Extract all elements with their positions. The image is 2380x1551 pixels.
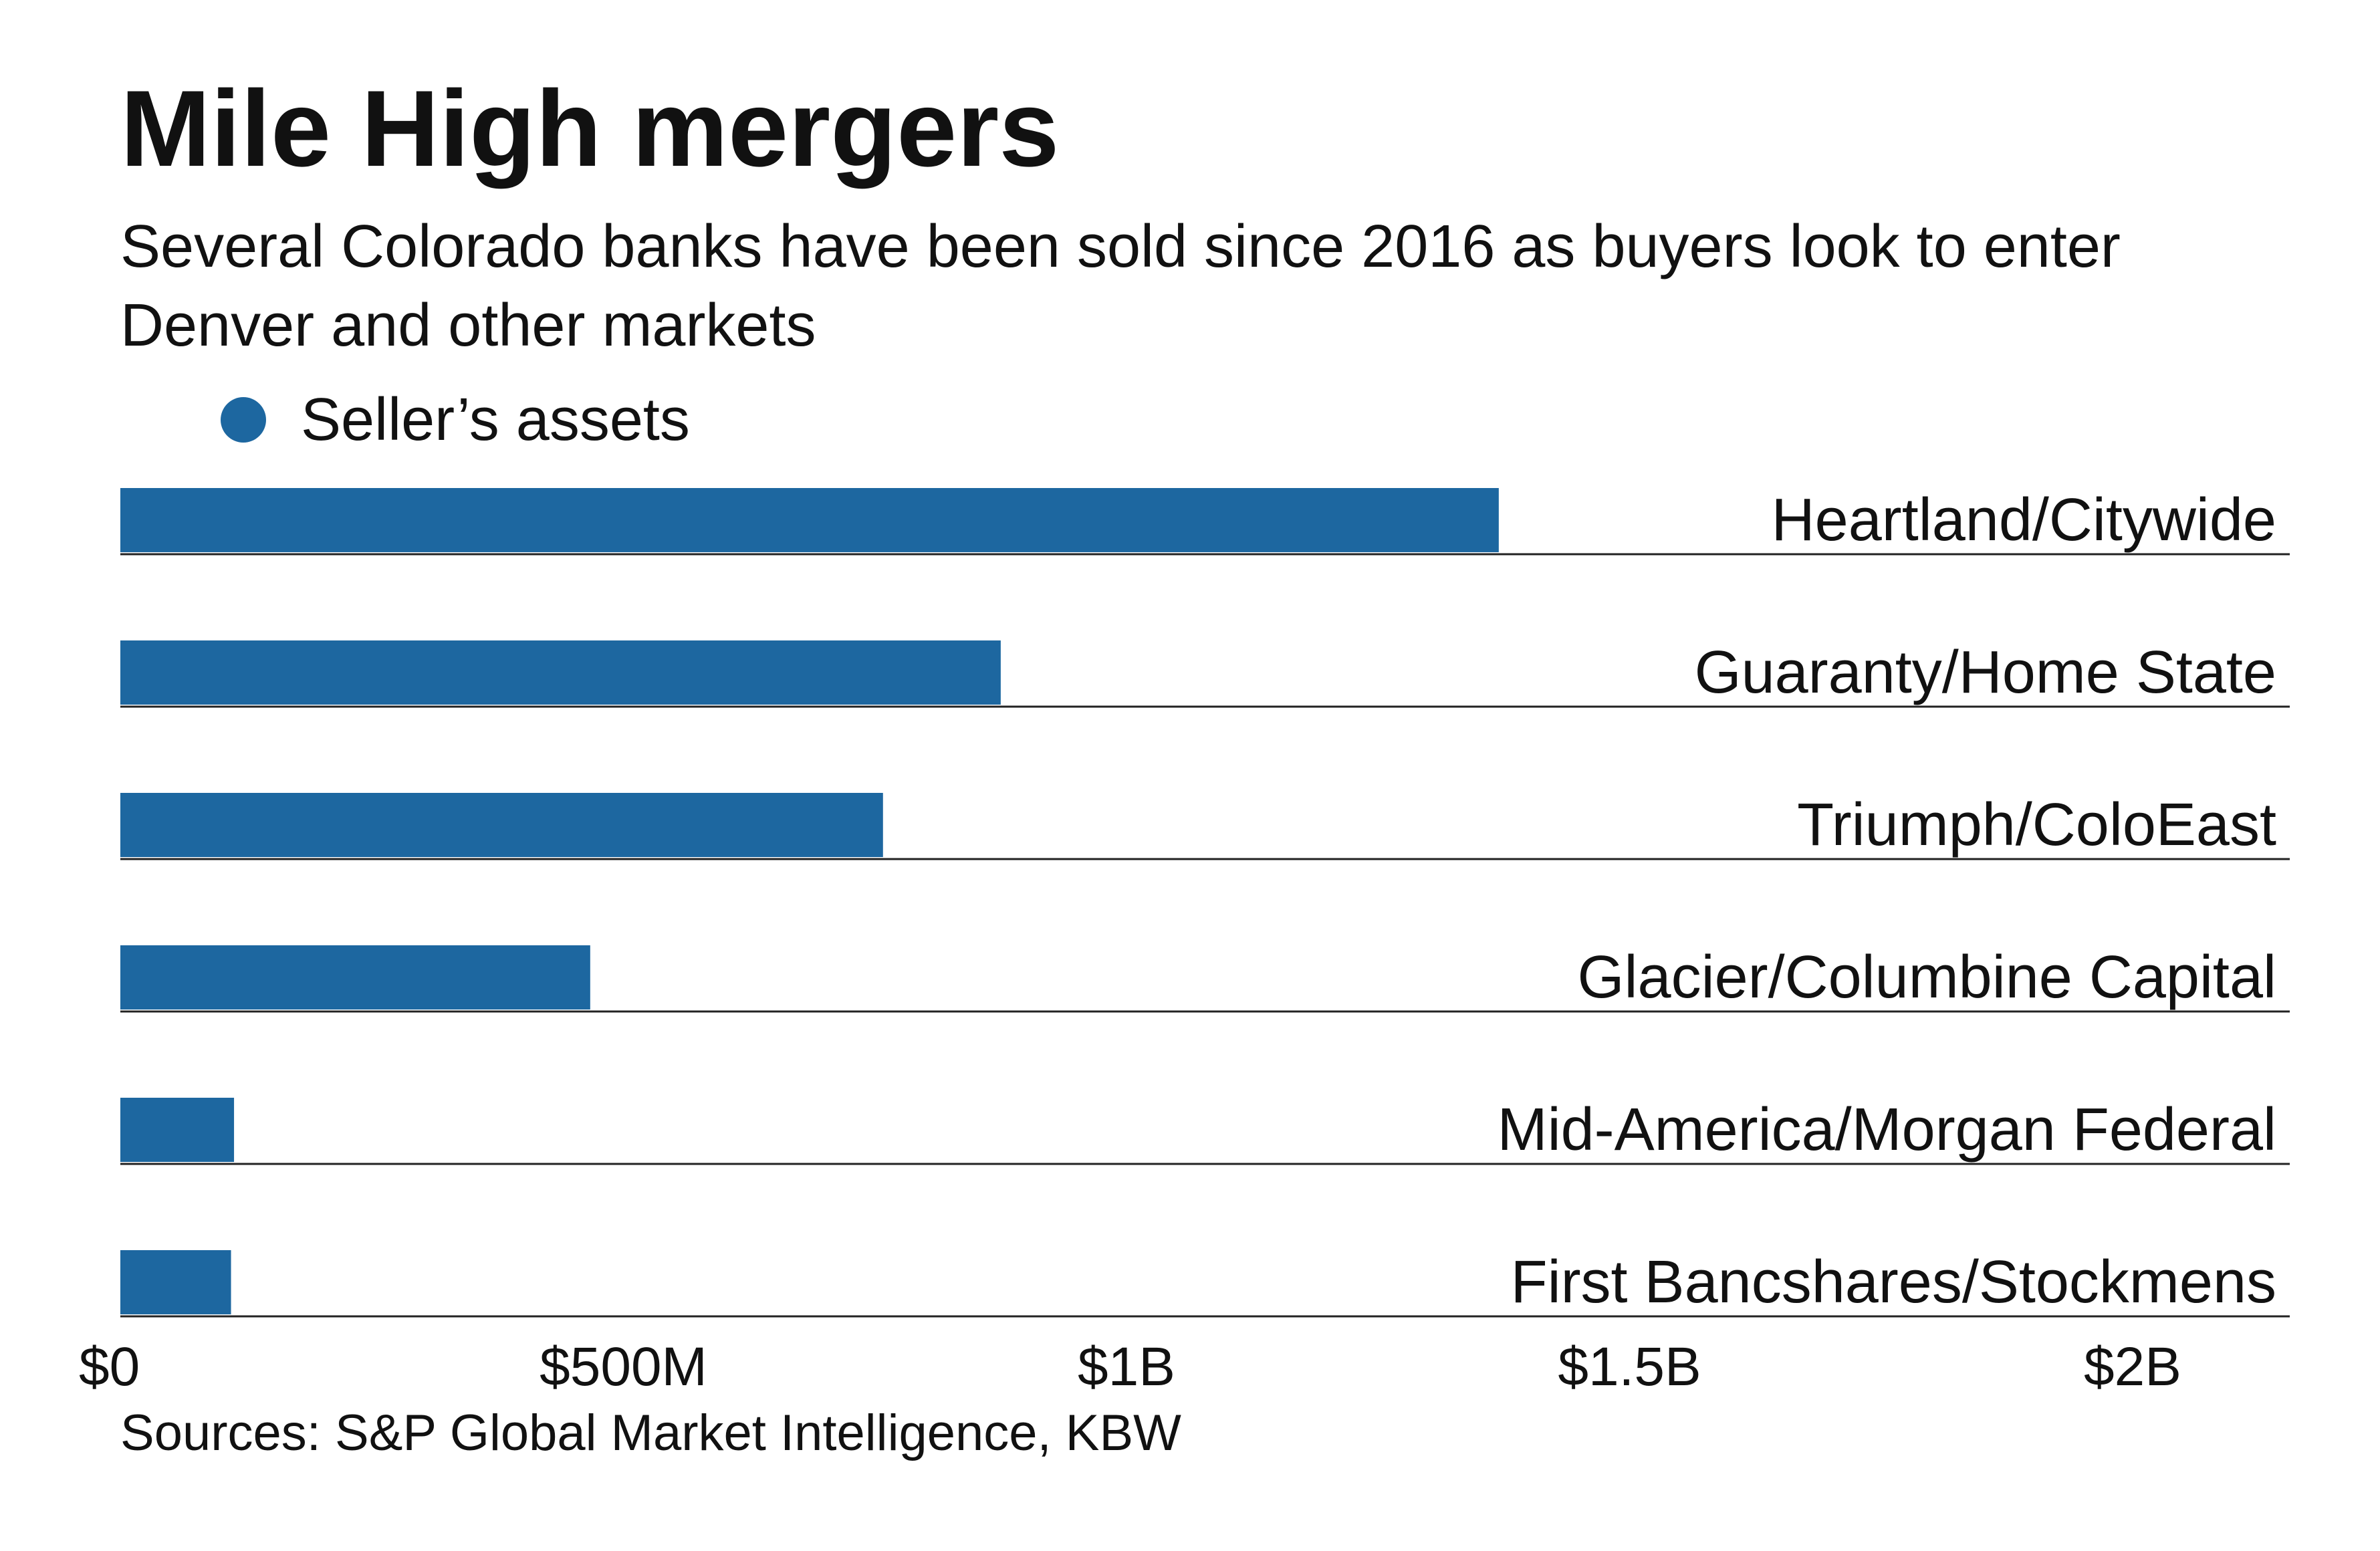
bar-category-label: Guaranty/Home State bbox=[1695, 639, 2276, 706]
bar bbox=[120, 945, 590, 1009]
x-tick-label: $1.5B bbox=[1558, 1336, 1701, 1391]
bar-category-label: First Bancshares/Stockmens bbox=[1511, 1249, 2276, 1316]
source-note: Sources: S&P Global Market Intelligence,… bbox=[120, 1405, 1181, 1461]
chart-subtitle: Several Colorado banks have been sold si… bbox=[120, 213, 2121, 359]
legend: Seller’s assets bbox=[221, 386, 690, 453]
x-tick-label: $0 bbox=[79, 1336, 140, 1391]
bar-category-label: Triumph/ColoEast bbox=[1797, 792, 2276, 858]
bar bbox=[120, 1098, 235, 1162]
legend-swatch bbox=[221, 397, 266, 443]
bar bbox=[120, 1250, 231, 1314]
bar-chart: Heartland/Citywide Guaranty/Home State Tri… bbox=[79, 487, 2290, 1391]
bar bbox=[120, 640, 1001, 705]
x-tick-label: $2B bbox=[2084, 1336, 2181, 1391]
chart-title: Mile High mergers bbox=[120, 68, 1060, 189]
bar-category-label: Heartland/Citywide bbox=[1772, 487, 2276, 554]
bar bbox=[120, 793, 883, 857]
bar-category-label: Glacier/Columbine Capital bbox=[1578, 944, 2276, 1011]
bar-category-label: Mid-America/Morgan Federal bbox=[1498, 1096, 2276, 1163]
x-tick-label: $500M bbox=[540, 1336, 707, 1391]
legend-label: Seller’s assets bbox=[301, 386, 690, 453]
bar bbox=[120, 488, 1499, 552]
x-tick-label: $1B bbox=[1078, 1336, 1175, 1391]
